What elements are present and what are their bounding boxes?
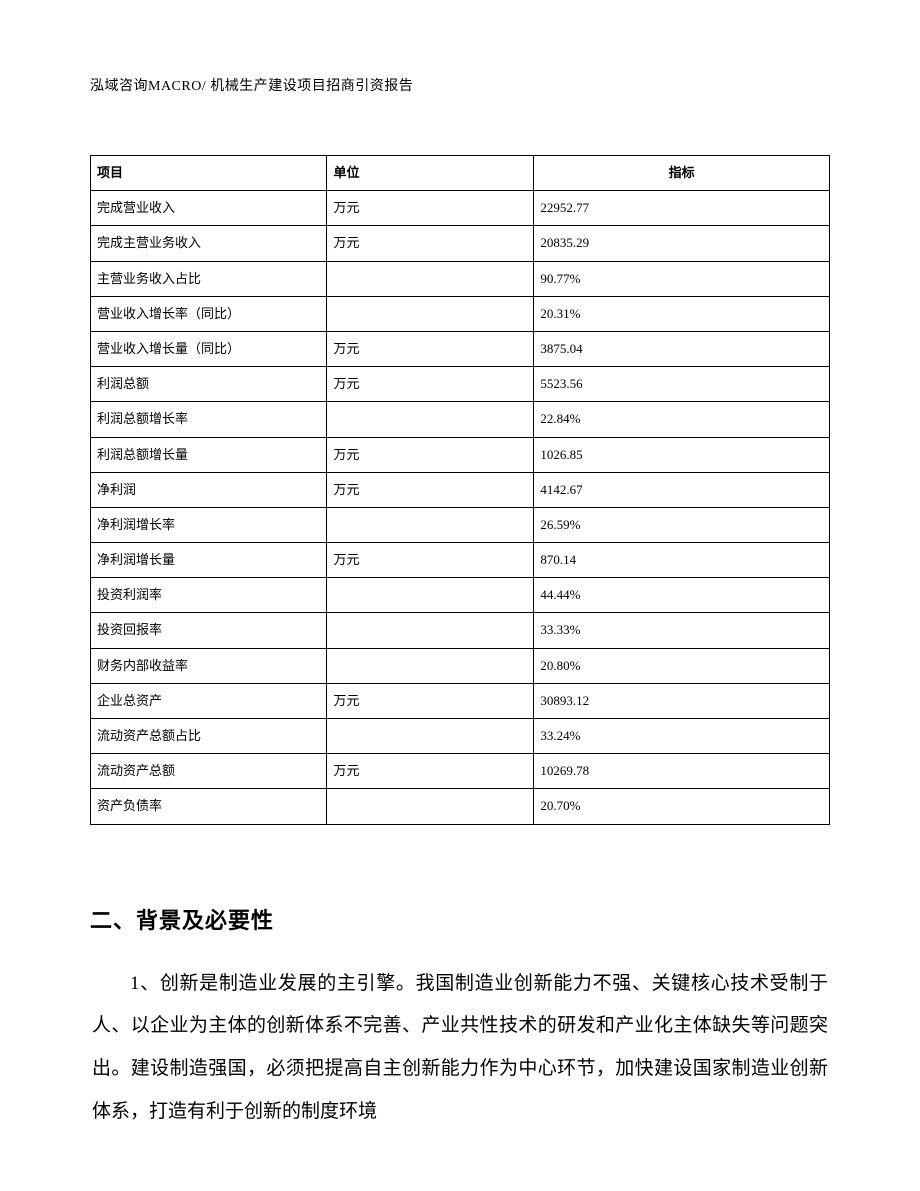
- col-header-item: 项目: [91, 156, 327, 191]
- cell-unit: [327, 578, 534, 613]
- cell-item: 投资利润率: [91, 578, 327, 613]
- cell-value: 90.77%: [534, 261, 830, 296]
- cell-unit: 万元: [327, 683, 534, 718]
- cell-item: 资产负债率: [91, 789, 327, 824]
- table-row: 资产负债率 20.70%: [91, 789, 830, 824]
- table-row: 净利润 万元 4142.67: [91, 472, 830, 507]
- col-header-unit: 单位: [327, 156, 534, 191]
- cell-item: 利润总额: [91, 367, 327, 402]
- cell-item: 利润总额增长量: [91, 437, 327, 472]
- cell-value: 26.59%: [534, 507, 830, 542]
- cell-unit: 万元: [327, 754, 534, 789]
- table-row: 利润总额增长率 22.84%: [91, 402, 830, 437]
- cell-value: 44.44%: [534, 578, 830, 613]
- cell-unit: 万元: [327, 191, 534, 226]
- cell-unit: [327, 296, 534, 331]
- cell-value: 20835.29: [534, 226, 830, 261]
- cell-value: 22.84%: [534, 402, 830, 437]
- cell-value: 20.80%: [534, 648, 830, 683]
- table-row: 流动资产总额占比 33.24%: [91, 719, 830, 754]
- cell-item: 流动资产总额占比: [91, 719, 327, 754]
- table-row: 完成主营业务收入 万元 20835.29: [91, 226, 830, 261]
- cell-item: 完成主营业务收入: [91, 226, 327, 261]
- page-header: 泓域咨询MACRO/ 机械生产建设项目招商引资报告: [90, 75, 830, 95]
- cell-item: 净利润: [91, 472, 327, 507]
- cell-unit: 万元: [327, 331, 534, 366]
- table-row: 营业收入增长量（同比） 万元 3875.04: [91, 331, 830, 366]
- cell-item: 完成营业收入: [91, 191, 327, 226]
- cell-unit: [327, 719, 534, 754]
- cell-item: 营业收入增长量（同比）: [91, 331, 327, 366]
- table-row: 利润总额增长量 万元 1026.85: [91, 437, 830, 472]
- table-row: 完成营业收入 万元 22952.77: [91, 191, 830, 226]
- cell-unit: 万元: [327, 472, 534, 507]
- cell-value: 33.33%: [534, 613, 830, 648]
- cell-value: 5523.56: [534, 367, 830, 402]
- cell-value: 33.24%: [534, 719, 830, 754]
- table-body: 完成营业收入 万元 22952.77 完成主营业务收入 万元 20835.29 …: [91, 191, 830, 824]
- cell-value: 22952.77: [534, 191, 830, 226]
- document-page: 泓域咨询MACRO/ 机械生产建设项目招商引资报告 项目 单位 指标 完成营业收…: [0, 0, 920, 1191]
- cell-unit: 万元: [327, 437, 534, 472]
- cell-value: 4142.67: [534, 472, 830, 507]
- cell-unit: [327, 648, 534, 683]
- cell-item: 流动资产总额: [91, 754, 327, 789]
- section-paragraph: 1、创新是制造业发展的主引擎。我国制造业创新能力不强、关键核心技术受制于人、以企…: [92, 963, 828, 1134]
- cell-item: 主营业务收入占比: [91, 261, 327, 296]
- table-row: 投资回报率 33.33%: [91, 613, 830, 648]
- cell-item: 净利润增长量: [91, 543, 327, 578]
- cell-unit: [327, 402, 534, 437]
- cell-value: 870.14: [534, 543, 830, 578]
- cell-unit: 万元: [327, 367, 534, 402]
- cell-unit: 万元: [327, 226, 534, 261]
- cell-item: 投资回报率: [91, 613, 327, 648]
- cell-value: 3875.04: [534, 331, 830, 366]
- table-row: 净利润增长率 26.59%: [91, 507, 830, 542]
- indicator-table: 项目 单位 指标 完成营业收入 万元 22952.77 完成主营业务收入 万元 …: [90, 155, 830, 825]
- table-header-row: 项目 单位 指标: [91, 156, 830, 191]
- cell-unit: [327, 613, 534, 648]
- cell-item: 营业收入增长率（同比）: [91, 296, 327, 331]
- table-row: 流动资产总额 万元 10269.78: [91, 754, 830, 789]
- table-row: 企业总资产 万元 30893.12: [91, 683, 830, 718]
- table-row: 营业收入增长率（同比） 20.31%: [91, 296, 830, 331]
- cell-item: 企业总资产: [91, 683, 327, 718]
- cell-value: 20.31%: [534, 296, 830, 331]
- table-row: 财务内部收益率 20.80%: [91, 648, 830, 683]
- cell-unit: [327, 261, 534, 296]
- cell-unit: 万元: [327, 543, 534, 578]
- cell-item: 利润总额增长率: [91, 402, 327, 437]
- cell-item: 净利润增长率: [91, 507, 327, 542]
- table-row: 主营业务收入占比 90.77%: [91, 261, 830, 296]
- table-row: 投资利润率 44.44%: [91, 578, 830, 613]
- table-row: 净利润增长量 万元 870.14: [91, 543, 830, 578]
- cell-unit: [327, 789, 534, 824]
- cell-item: 财务内部收益率: [91, 648, 327, 683]
- cell-value: 10269.78: [534, 754, 830, 789]
- cell-unit: [327, 507, 534, 542]
- cell-value: 30893.12: [534, 683, 830, 718]
- cell-value: 20.70%: [534, 789, 830, 824]
- col-header-value: 指标: [534, 156, 830, 191]
- cell-value: 1026.85: [534, 437, 830, 472]
- table-row: 利润总额 万元 5523.56: [91, 367, 830, 402]
- section-heading: 二、背景及必要性: [90, 903, 830, 935]
